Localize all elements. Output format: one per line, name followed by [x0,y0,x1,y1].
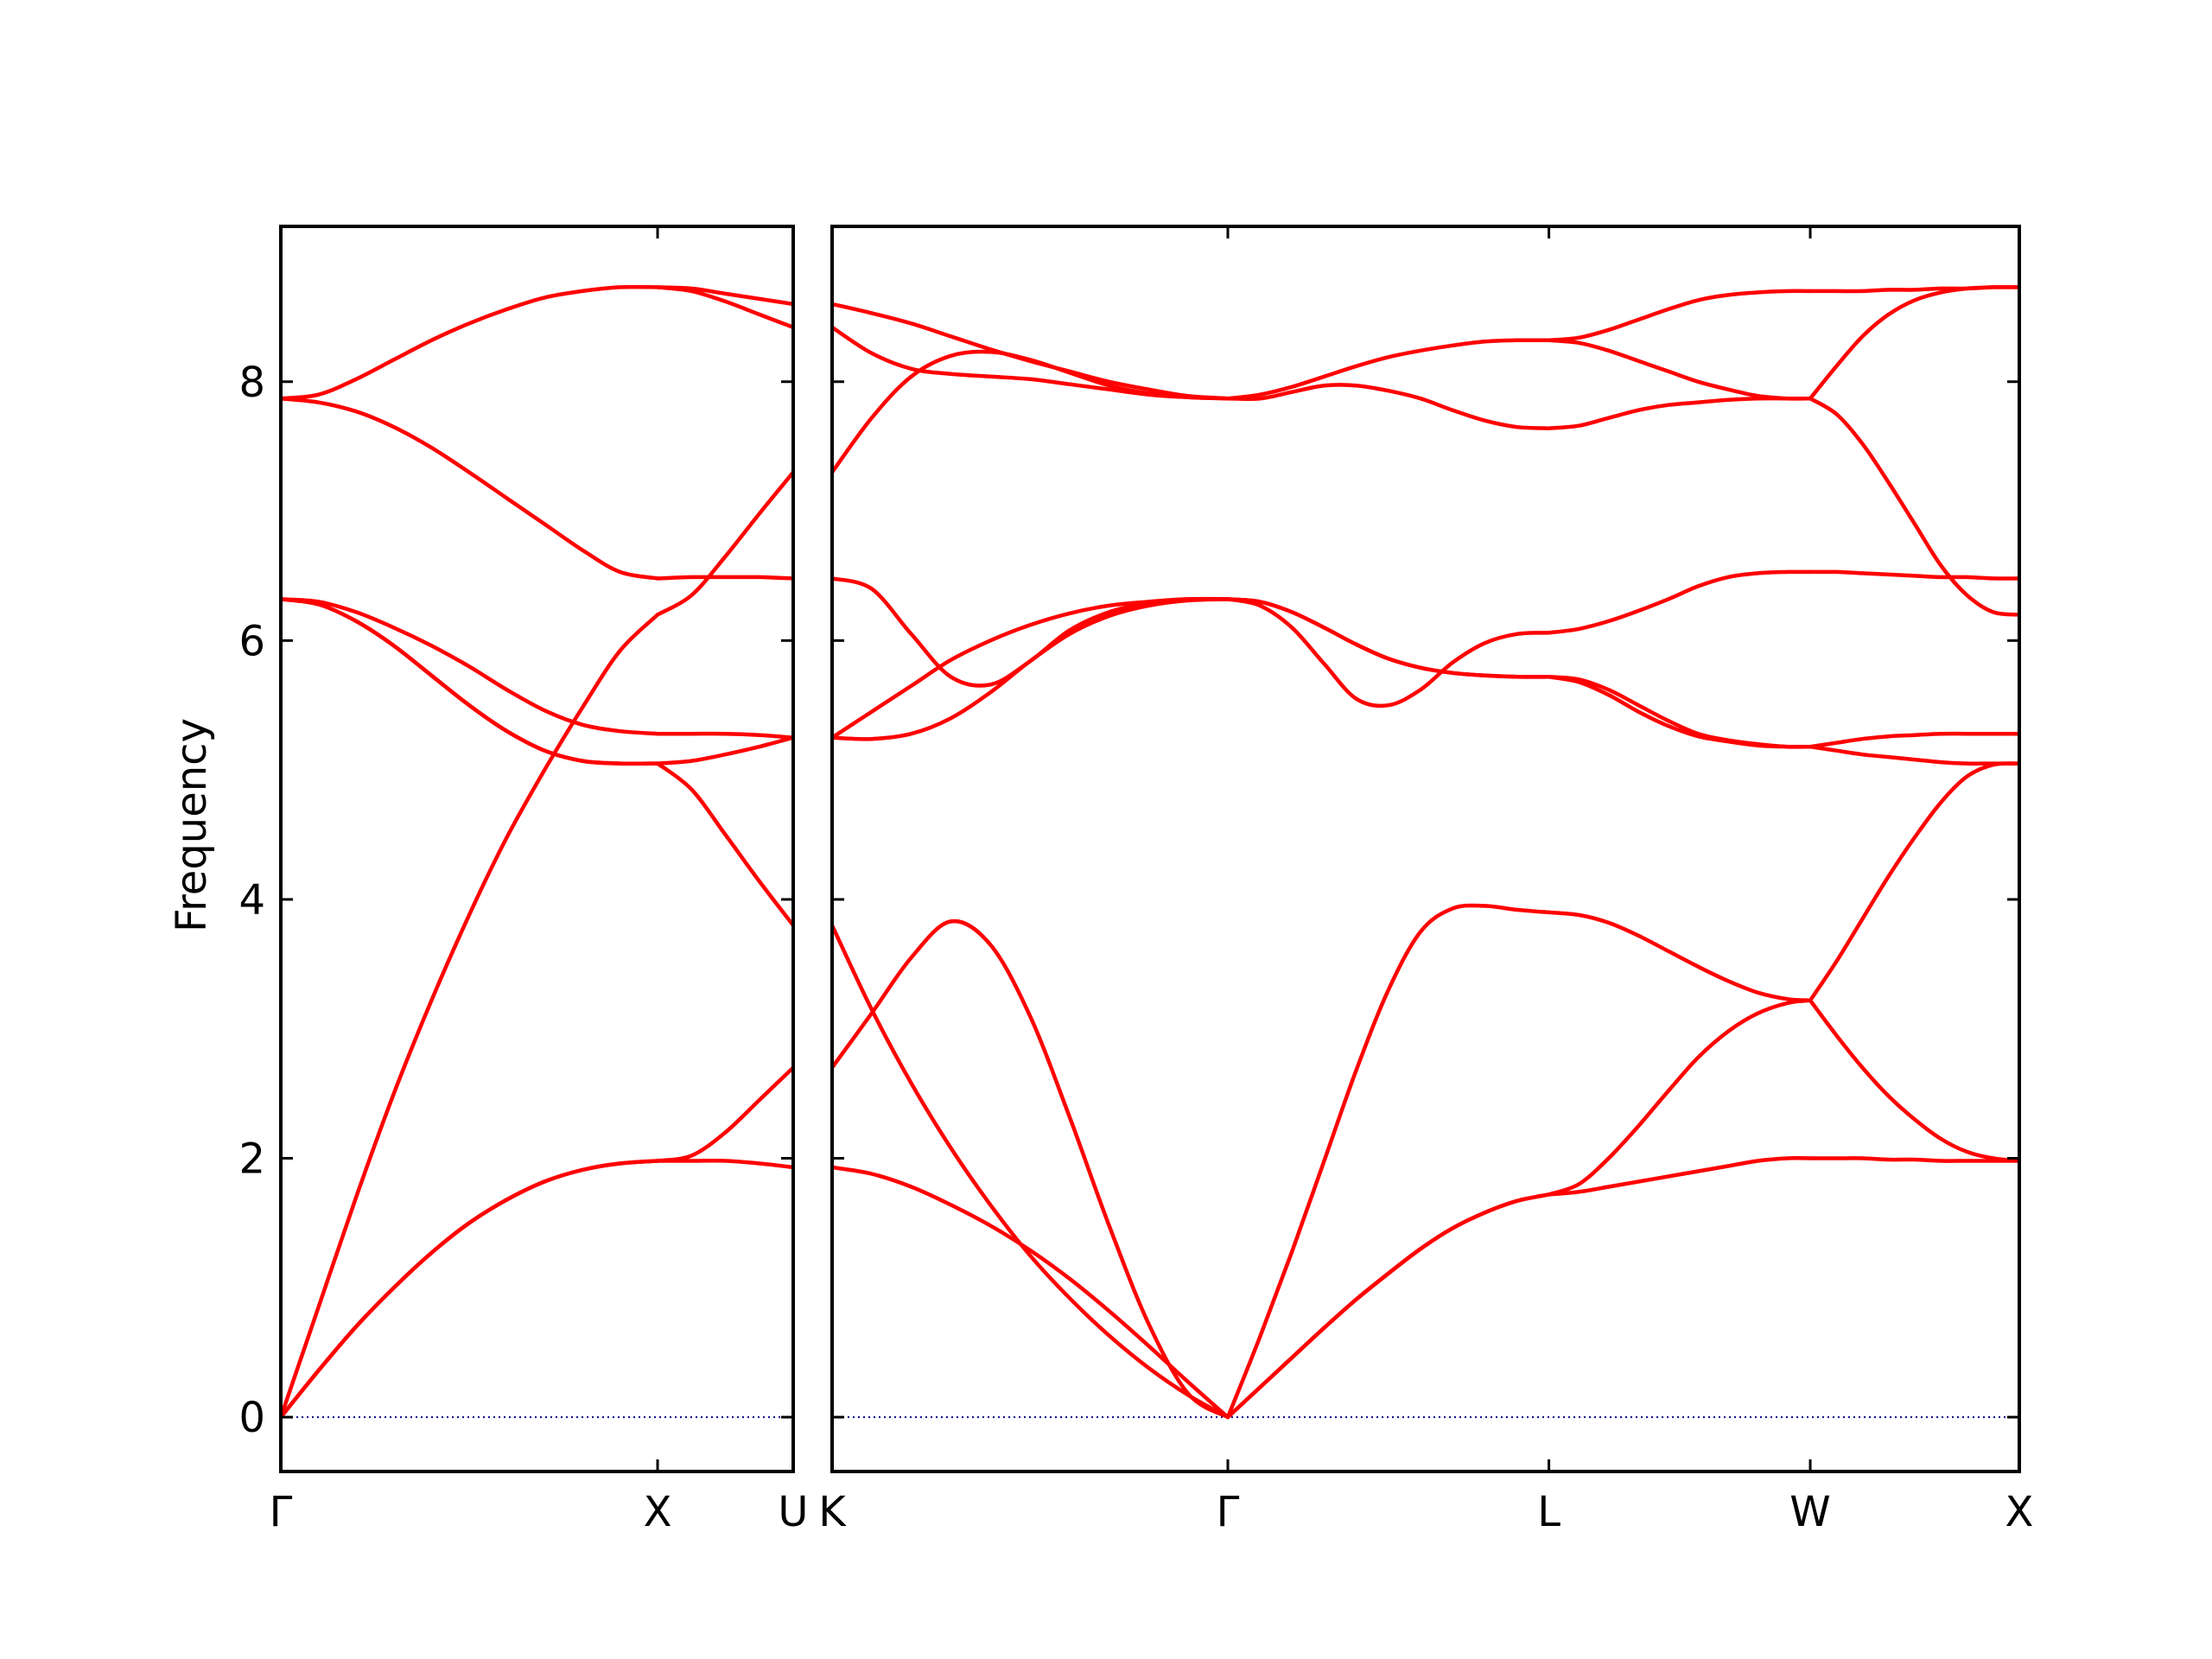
y-tick-label: 8 [238,359,265,407]
x-tick-label-U: U [778,1488,808,1536]
band-line-W-X-6 [1808,396,2019,617]
band-line-Γ-X-7 [281,284,660,401]
band-line-W-X-4 [1808,731,2019,749]
y-tick-label: 6 [238,617,265,665]
band-line-Γ-L-5 [1225,597,1551,709]
band-line-W-X-1 [1808,998,2019,1163]
band-line-W-X-8 [1808,285,2019,294]
band-line-L-W-2 [1547,910,1813,1003]
band-line-L-W-5 [1547,569,1813,635]
panel-left: 0 2 4 6 8 Γ X U [238,225,809,1536]
band-line-L-W-4 [1547,675,1813,749]
band-line-K-Γ-0 [832,1165,1230,1420]
band-line-X-U-5 [655,731,793,740]
x-tick-label-L: L [1537,1488,1560,1536]
band-line-X-U-1 [655,1065,793,1163]
y-tick-label: 2 [238,1135,265,1184]
band-line-K-Γ-5 [832,576,1230,688]
x-tick-label-W: W [1789,1488,1830,1536]
band-line-X-U-8 [655,285,793,307]
band-line-W-X-5 [1808,569,2019,581]
band-line-K-Γ-7 [832,325,1230,401]
band-line-X-U-4 [655,735,793,766]
band-line-X-U-0 [655,1159,793,1170]
x-tick-label-Γ: Γ [270,1488,293,1536]
band-line-K-Γ-1 [832,923,1230,1420]
x-tick-label-X: X [2005,1488,2034,1536]
band-line-Γ-X-4 [281,597,660,766]
band-line-Γ-X-6 [281,396,660,581]
band-line-Γ-L-6 [1225,383,1551,430]
band-line-W-X-0 [1808,1156,2019,1163]
band-line-X-U-2 [655,470,793,617]
x-tick-label-X: X [644,1488,672,1536]
plot-layer: 0 2 4 6 8 Γ X U K Γ L W X [238,225,2034,1536]
band-line-Γ-X-2 [281,613,660,1420]
band-line-Γ-L-7 [1225,338,1551,401]
band-line-Γ-L-2 [1225,903,1551,1420]
band-line-L-W-7 [1547,338,1813,401]
panel-frame [830,225,2021,1473]
band-line-X-U-3 [655,761,793,928]
band-line-X-U-6 [655,575,793,581]
band-line-L-W-8 [1547,289,1813,343]
band-line-Γ-L-4 [1225,597,1551,679]
y-tick-label: 4 [238,876,265,925]
band-line-Γ-X-1 [281,1159,660,1420]
panel-frame [279,225,795,1473]
band-line-W-X-3 [1808,744,2019,766]
band-lines [281,284,793,1420]
band-line-Γ-X-5 [281,597,660,736]
x-tick-label-K: K [818,1488,847,1536]
band-line-L-W-0 [1547,1156,1813,1197]
band-line-K-Γ-8 [832,302,1230,401]
y-tick-label: 0 [238,1394,265,1442]
x-tick-label-Γ: Γ [1217,1488,1240,1536]
y-axis-label: Frequency [168,718,216,932]
band-line-W-X-2 [1808,761,2019,1003]
band-line-L-W-1 [1547,998,1813,1197]
band-line-K-Γ-2 [832,918,1230,1420]
band-lines [832,285,2019,1420]
band-line-Γ-L-1 [1225,1192,1551,1420]
